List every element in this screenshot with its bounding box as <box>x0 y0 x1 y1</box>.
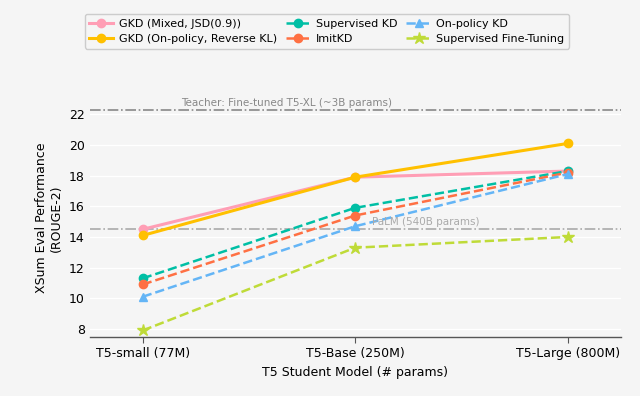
X-axis label: T5 Student Model (# params): T5 Student Model (# params) <box>262 366 448 379</box>
Text: PaLM (540B params): PaLM (540B params) <box>372 217 480 227</box>
Legend: GKD (Mixed, JSD(0.9)), GKD (On-policy, Reverse KL), Supervised KD, ImitKD, On-po: GKD (Mixed, JSD(0.9)), GKD (On-policy, R… <box>84 14 569 49</box>
Y-axis label: XSum Eval Performance
(ROUGE-2): XSum Eval Performance (ROUGE-2) <box>35 143 63 293</box>
Text: Teacher: Fine-tuned T5-XL (~3B params): Teacher: Fine-tuned T5-XL (~3B params) <box>181 98 392 108</box>
